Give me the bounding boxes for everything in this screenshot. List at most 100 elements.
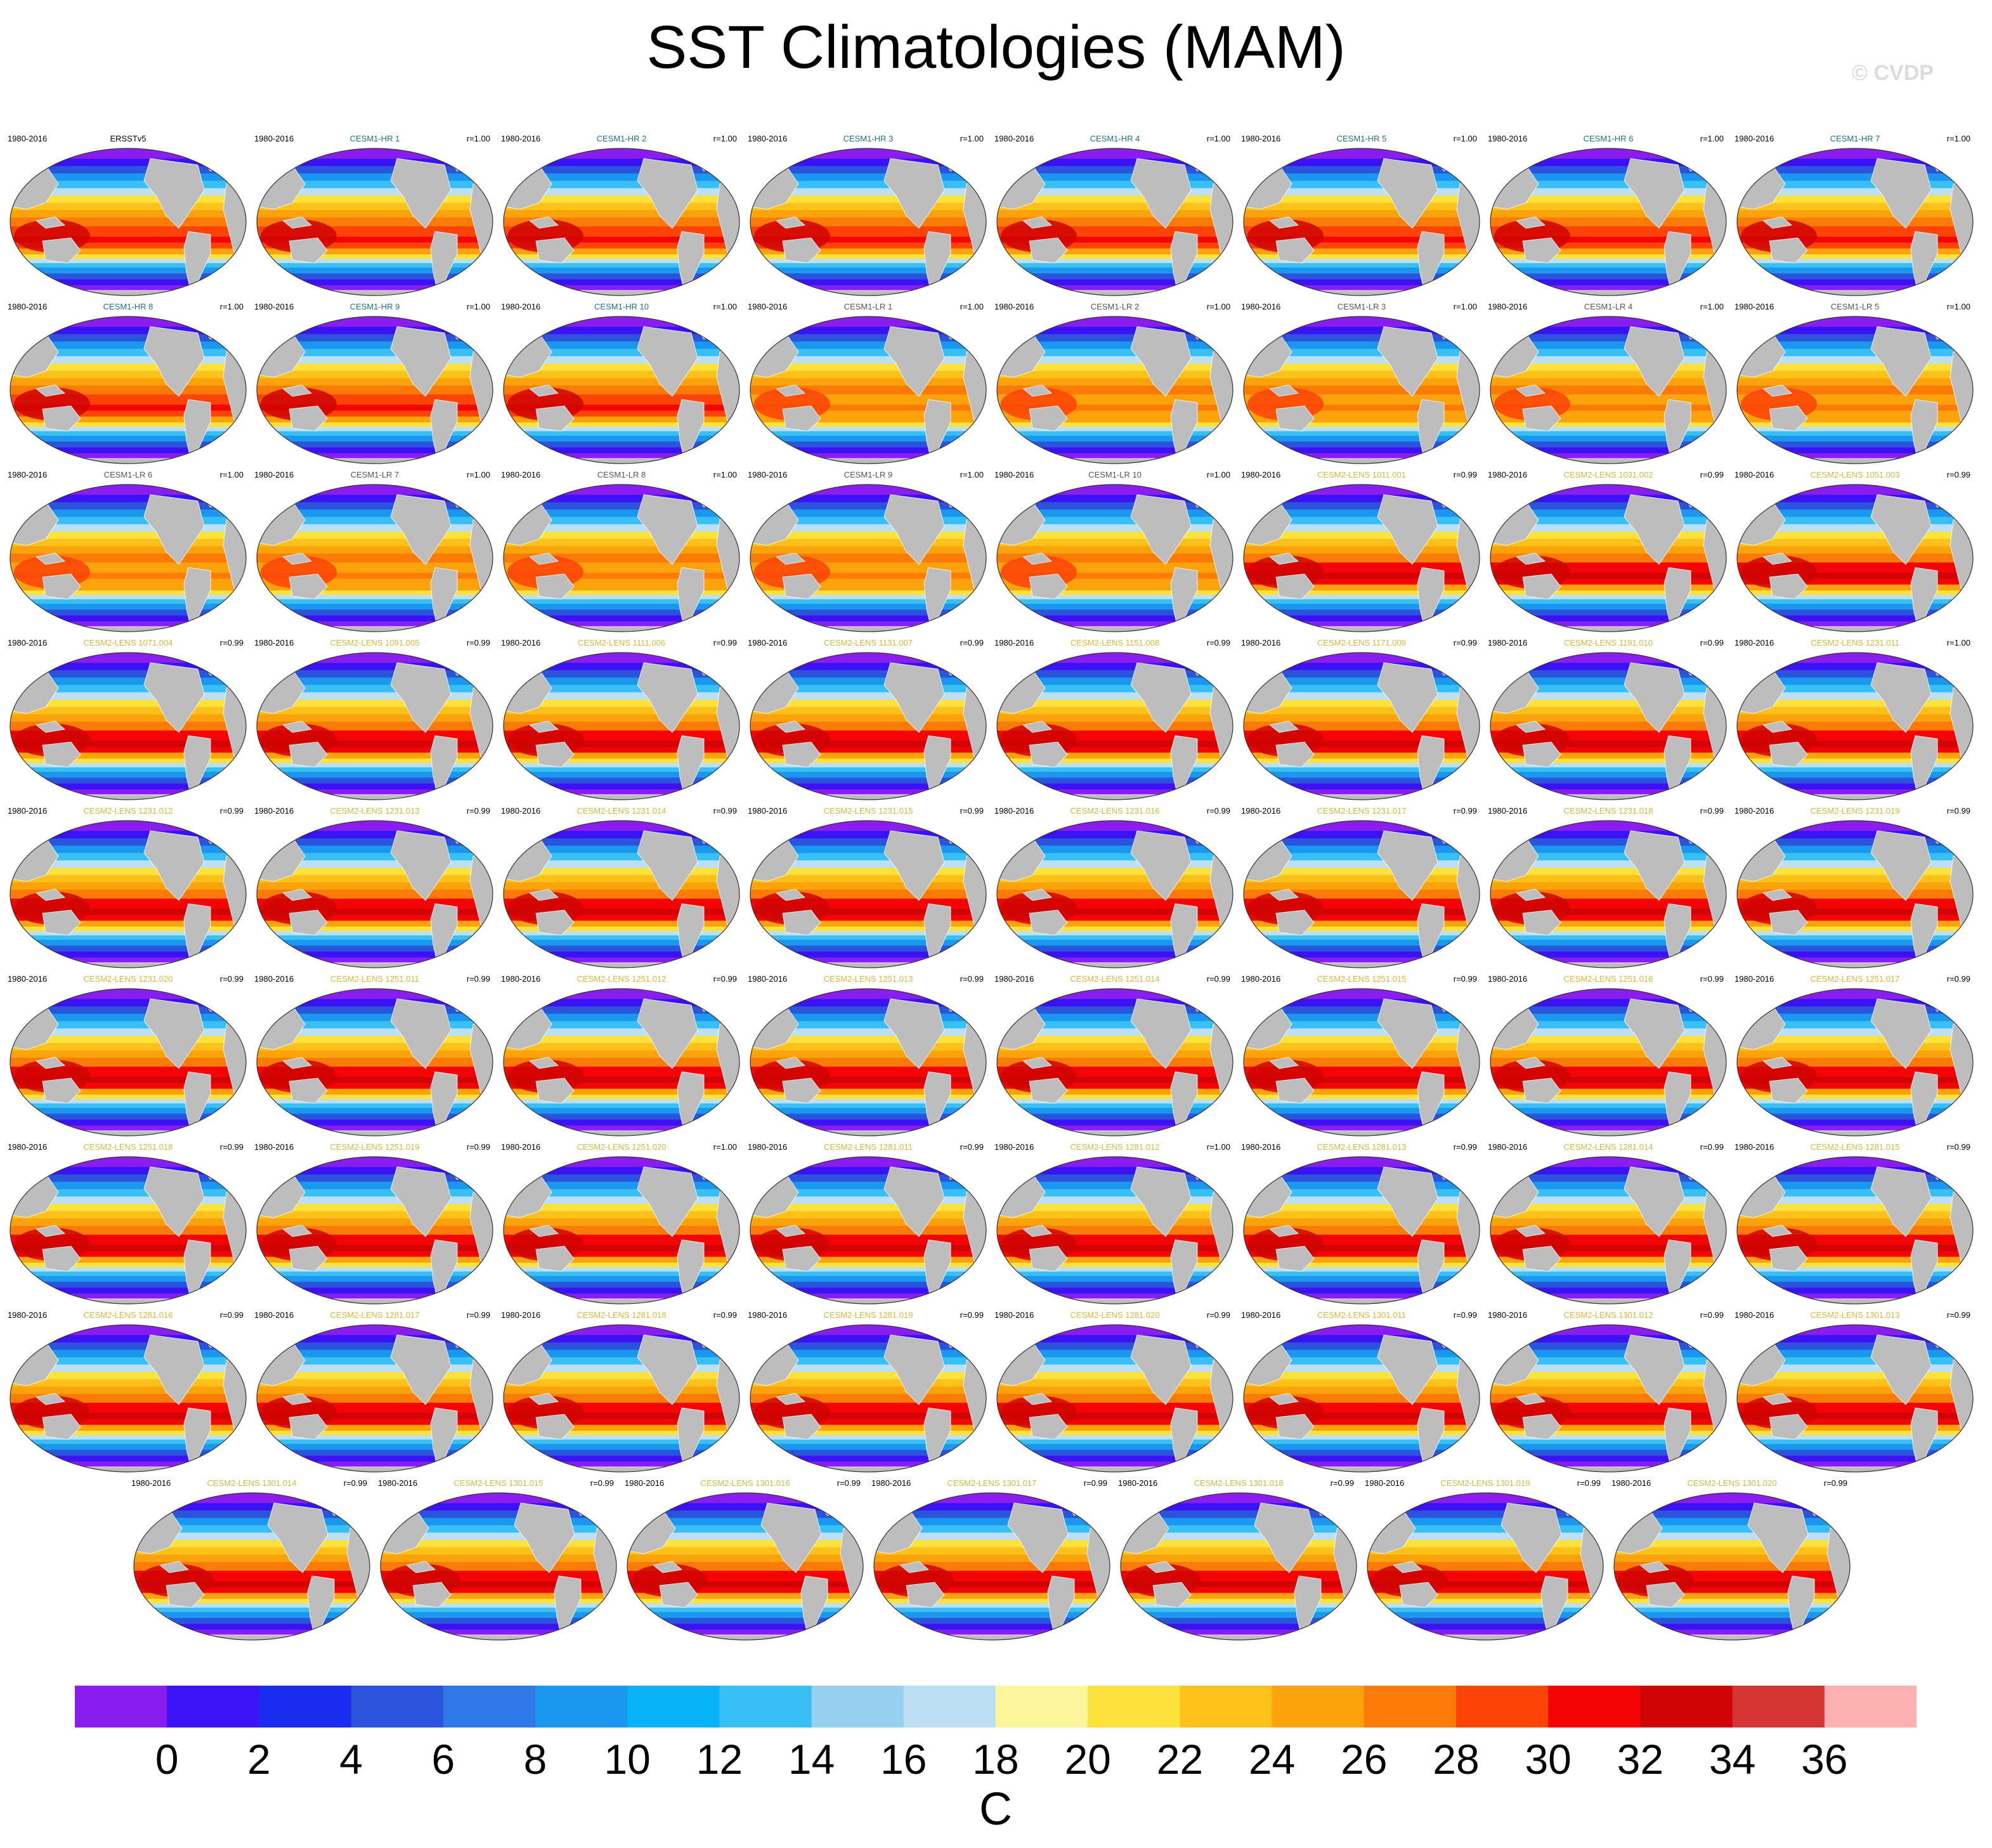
land-mass [776, 720, 805, 733]
sst-band [1490, 741, 1726, 748]
sst-band [257, 882, 493, 891]
sst-band [10, 909, 246, 916]
sst-band [1737, 1267, 1973, 1272]
sst-band [1737, 1424, 1973, 1432]
panel-title: CESM2-LENS 1281.015 [1810, 1142, 1900, 1152]
sst-band [1490, 1271, 1726, 1277]
sst-band [1490, 999, 1726, 1007]
sst-band [10, 1119, 246, 1126]
sst-band [750, 495, 986, 503]
sst-band [134, 1624, 370, 1630]
sst-band [1490, 248, 1726, 256]
sst-map [1243, 1324, 1480, 1473]
sst-band [1737, 248, 1973, 256]
sst-band [257, 1218, 493, 1227]
sst-band [1367, 1607, 1603, 1613]
panel-title: CESM2-LENS 1281.017 [330, 1310, 420, 1320]
colorbar-tick-label: 34 [1709, 1736, 1756, 1783]
map-outline [503, 652, 740, 800]
land-mass [1121, 1634, 1357, 1640]
sst-band [257, 202, 493, 211]
panel-title: CESM2-LENS 1231.013 [330, 806, 420, 816]
land-mass [1393, 1561, 1422, 1573]
sst-band [1244, 758, 1480, 764]
sst-band [997, 831, 1233, 839]
panel-correlation: r=0.99 [1453, 638, 1477, 647]
sst-band [134, 1603, 370, 1608]
land-mass [1029, 1414, 1068, 1440]
land-mass [750, 458, 986, 464]
land-mass [637, 158, 698, 229]
panel-correlation: r=1.00 [219, 470, 244, 479]
land-mass [1022, 216, 1052, 229]
sst-band [134, 1554, 370, 1563]
sst-band [1244, 1443, 1480, 1451]
sst-band [504, 1218, 739, 1227]
sst-band [10, 410, 246, 417]
map-outline [503, 1324, 740, 1473]
panel-years: 1980-2016 [1488, 638, 1528, 647]
land-mass [282, 720, 312, 733]
sst-band [1244, 939, 1480, 947]
sst-band [750, 1088, 986, 1096]
sst-band [997, 273, 1233, 280]
sst-band [1244, 1218, 1480, 1227]
land-mass [782, 909, 821, 936]
sst-band [1244, 1287, 1480, 1294]
sst-band [750, 1083, 986, 1090]
land-mass [529, 384, 559, 397]
panel-years: 1980-2016 [254, 806, 294, 816]
sst-band [1244, 590, 1480, 595]
sst-band [1244, 248, 1480, 256]
sst-band [1737, 159, 1973, 167]
sst-band [504, 1103, 739, 1109]
colorbar-segment [627, 1686, 720, 1728]
panel-years: 1980-2016 [254, 974, 294, 984]
sst-band [1121, 1603, 1357, 1608]
sst-band [750, 148, 986, 160]
sst-band [1737, 495, 1973, 503]
sst-band [750, 159, 986, 167]
map-panel: 1980-2016 CESM2-LENS 1051.003 r=0.99 [1735, 469, 1976, 634]
sst-band [997, 771, 1233, 779]
sst-band [1121, 1607, 1357, 1613]
sst-band [750, 603, 986, 611]
land-mass [390, 1166, 452, 1237]
land-mass [1244, 1130, 1480, 1136]
sst-band [1490, 1275, 1726, 1283]
sst-map [1490, 484, 1727, 632]
sst-band [1737, 914, 1973, 921]
sst-band [1737, 615, 1973, 622]
sst-band [1490, 431, 1726, 436]
sst-band [504, 578, 739, 585]
sst-band [504, 595, 739, 600]
sst-band [1737, 267, 1973, 275]
panel-years: 1980-2016 [1365, 1478, 1405, 1488]
sst-band [381, 1599, 616, 1604]
sst-band [134, 1607, 370, 1613]
sst-band [504, 920, 739, 928]
sst-band [10, 1088, 246, 1096]
sst-band [997, 485, 1233, 496]
sst-band [1737, 599, 1973, 604]
sst-band [1490, 882, 1726, 891]
sst-band [1614, 1503, 1850, 1511]
sst-band [10, 615, 246, 622]
land-mass [1624, 1334, 1685, 1405]
sst-band [874, 1618, 1110, 1625]
sst-band [1737, 378, 1973, 387]
land-mass [1022, 1057, 1052, 1069]
panel-years: 1980-2016 [1735, 134, 1774, 143]
sst-band [381, 1547, 616, 1556]
land-mass [1624, 998, 1685, 1069]
sst-band [1490, 1325, 1726, 1336]
land-mass [782, 741, 821, 768]
land-mass [1275, 1246, 1315, 1272]
sst-band [10, 370, 246, 379]
sst-band [874, 1624, 1110, 1630]
sst-band [257, 1077, 493, 1084]
sst-band [1490, 1245, 1726, 1252]
sst-map [996, 316, 1234, 464]
land-mass [535, 741, 575, 768]
sst-band [504, 1211, 739, 1220]
